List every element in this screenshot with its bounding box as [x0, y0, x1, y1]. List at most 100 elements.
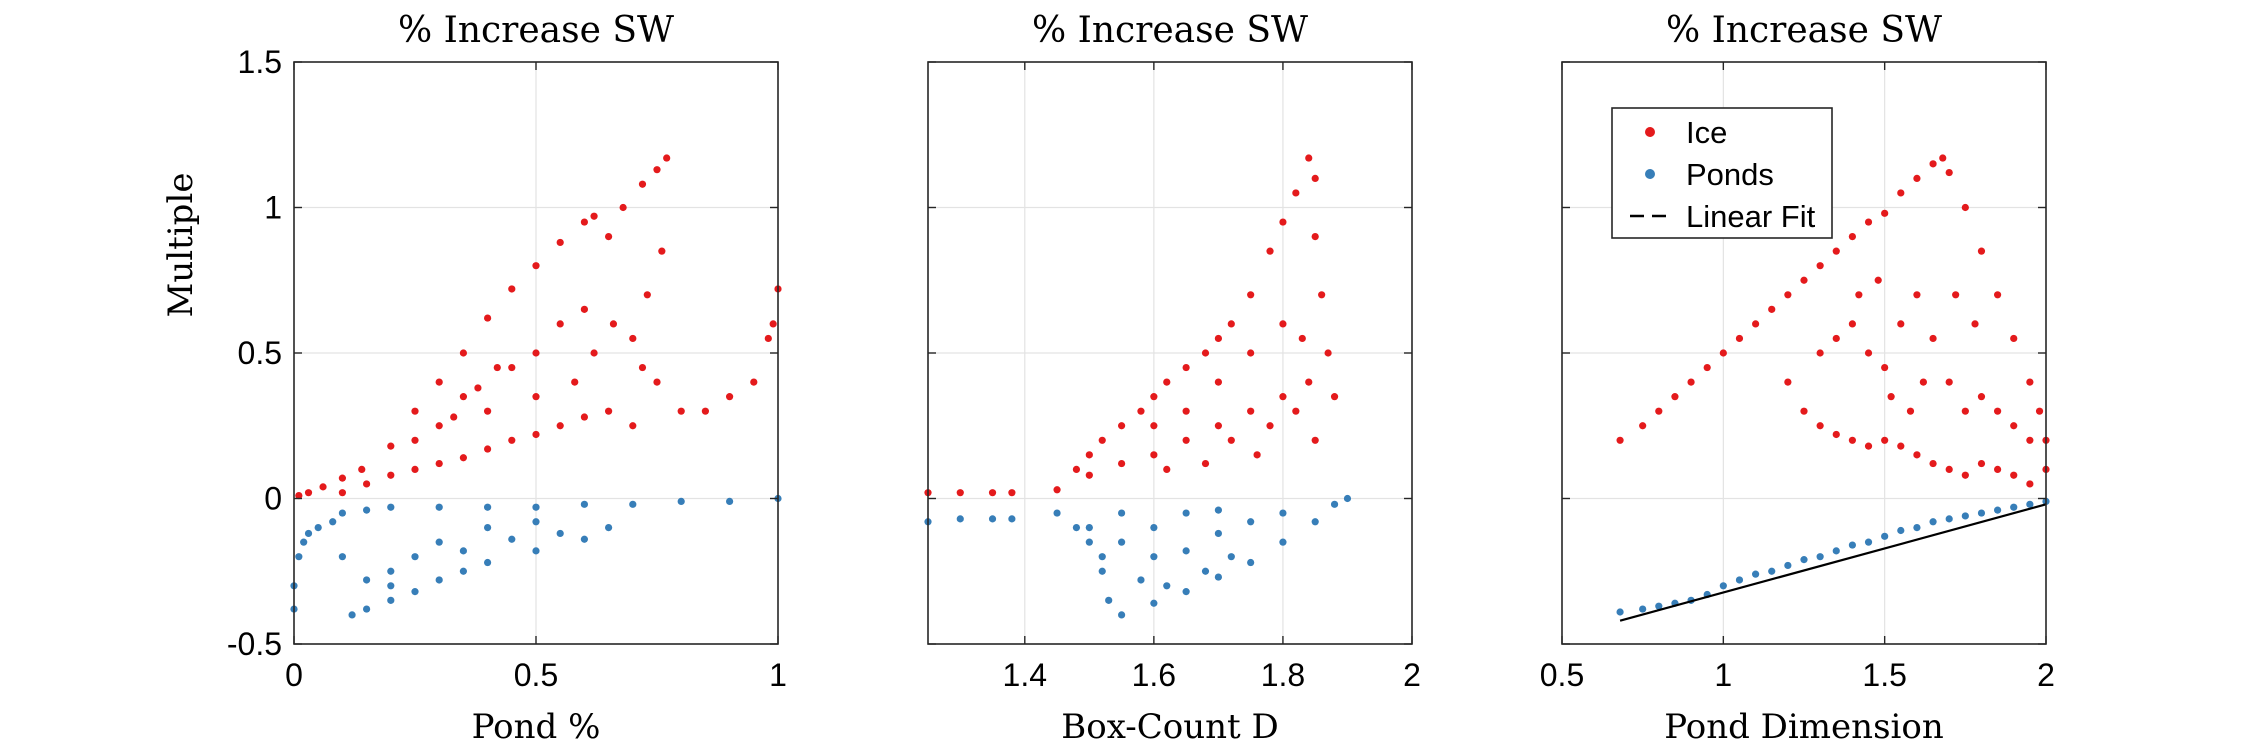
ponds-point [1053, 509, 1061, 517]
series-ice [295, 154, 782, 500]
ice-point [1279, 218, 1287, 226]
ponds-point [338, 553, 346, 561]
ponds-point [1150, 599, 1158, 607]
ice-point [1247, 407, 1255, 415]
ponds-point [1961, 512, 1969, 520]
x-tick-label: 1 [769, 657, 787, 693]
ponds-point [532, 518, 540, 526]
ice-point [1961, 471, 1969, 479]
x-tick-label: 0.5 [1540, 657, 1584, 693]
x-tick-label: 2 [1403, 657, 1421, 693]
ice-point [1919, 378, 1927, 386]
ice-point [1182, 436, 1190, 444]
ice-point [1864, 442, 1873, 450]
ice-point [580, 218, 589, 226]
ice-point [1832, 334, 1840, 343]
ponds-point [435, 538, 443, 546]
ice-point [1816, 422, 1824, 430]
ice-point [1752, 320, 1760, 328]
ice-point [1929, 459, 1937, 468]
ice-point [1977, 247, 1986, 255]
ice-point [338, 474, 346, 482]
ice-point [1214, 422, 1222, 430]
ice-point [484, 407, 492, 415]
ice-point [658, 247, 666, 255]
ponds-point [459, 567, 467, 575]
ice-point [1832, 430, 1840, 439]
ice-point [1655, 407, 1663, 415]
ice-point [590, 349, 598, 357]
ice-point [1214, 378, 1222, 386]
ice-point [663, 154, 671, 162]
ice-point [493, 363, 501, 372]
ice-point [1848, 233, 1856, 241]
ponds-point [1832, 547, 1840, 555]
series-ice [1616, 154, 2050, 488]
ice-point [363, 480, 371, 488]
ponds-point [2010, 503, 2018, 511]
ponds-point [1085, 524, 1093, 532]
ice-point [605, 407, 613, 415]
ice-point [1881, 436, 1889, 444]
ponds-point [484, 524, 492, 532]
ice-point [764, 334, 772, 343]
ponds-point [1343, 494, 1352, 503]
ponds-point [435, 503, 443, 511]
ponds-point [411, 553, 419, 561]
ice-point [1719, 349, 1727, 357]
ponds-point [387, 596, 395, 604]
ice-point [1305, 378, 1313, 386]
ponds-point [304, 529, 313, 538]
ice-point [556, 238, 564, 247]
ice-point [532, 430, 540, 439]
ice-point [411, 407, 419, 415]
ponds-point [580, 500, 589, 508]
ponds-point [348, 611, 356, 619]
ice-point [484, 445, 492, 453]
ice-point [629, 422, 637, 430]
ice-point [459, 454, 467, 462]
ice-point [1072, 465, 1081, 473]
ponds-point [1098, 567, 1106, 575]
panel-title: % Increase SW [1666, 10, 1942, 51]
ice-point [1098, 436, 1106, 444]
ice-point [1952, 291, 1960, 299]
ice-point [450, 413, 458, 421]
ice-point [701, 407, 710, 415]
series-ponds [290, 494, 782, 619]
ice-point [1913, 291, 1921, 299]
ponds-point [1150, 553, 1158, 561]
ponds-point [295, 553, 303, 561]
ice-point [532, 393, 540, 401]
ice-point [1163, 465, 1171, 473]
ice-point [1906, 407, 1915, 415]
ice-point [1311, 233, 1319, 241]
ponds-point [726, 497, 734, 506]
ponds-point [484, 558, 492, 567]
ice-point [1247, 349, 1255, 357]
ice-point [1298, 334, 1306, 343]
ponds-point [1182, 588, 1190, 596]
ice-point [1247, 291, 1255, 299]
ice-point [435, 422, 443, 430]
ice-point [1768, 305, 1776, 313]
x-tick-label: 1.6 [1132, 657, 1176, 693]
ponds-point [1784, 561, 1792, 570]
x-tick-label: 2 [2037, 657, 2055, 693]
ponds-point [1864, 538, 1873, 546]
ponds-point [1182, 547, 1190, 555]
x-tick-label: 1 [1714, 657, 1732, 693]
series-ice [924, 154, 1339, 497]
ice-point [1961, 407, 1969, 415]
x-tick-label: 0.5 [514, 657, 558, 693]
ponds-point [338, 509, 346, 517]
ice-point [590, 212, 598, 220]
series-fit [1619, 503, 2047, 622]
ponds-point [387, 582, 395, 590]
ice-point [1881, 363, 1889, 372]
ponds-point [329, 518, 337, 526]
ice-point [1735, 334, 1744, 343]
ponds-point [1227, 553, 1235, 561]
